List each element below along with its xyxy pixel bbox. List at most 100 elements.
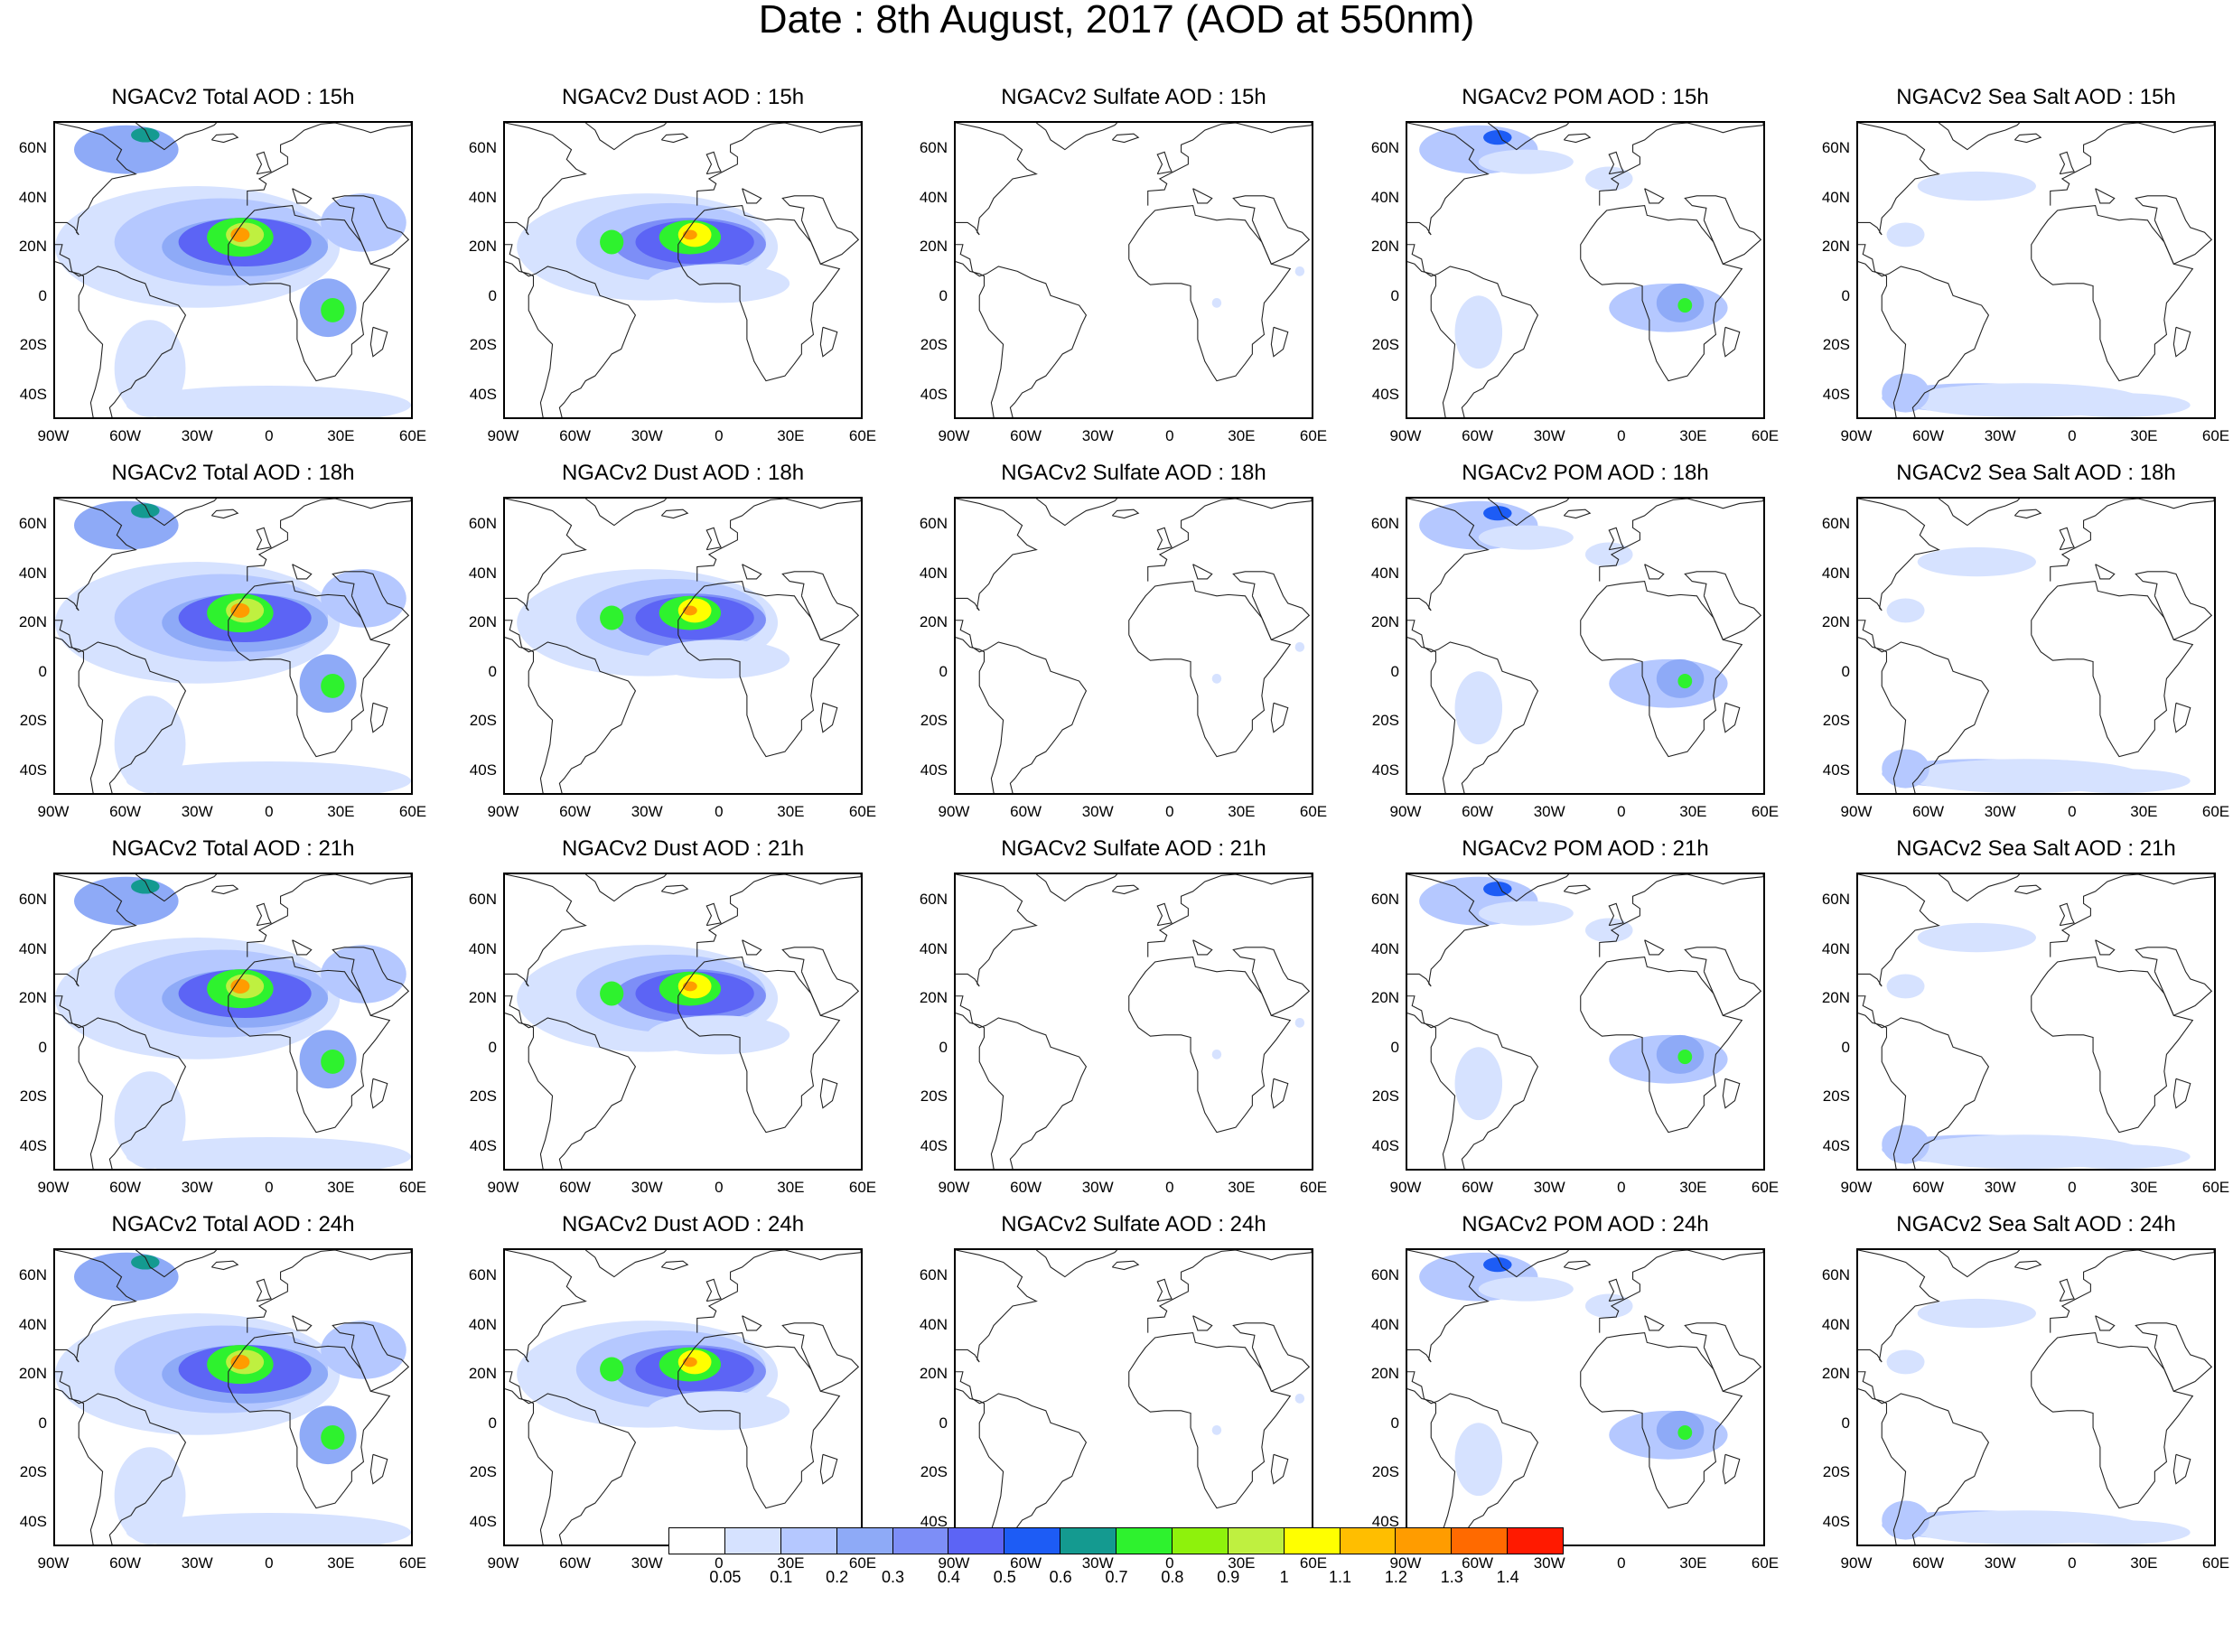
coastline — [1644, 939, 1665, 956]
coastline — [584, 499, 667, 527]
coastline — [1147, 1250, 1312, 1333]
y-tick-label: 20S — [1371, 712, 1399, 730]
x-tick-label: 60W — [1462, 803, 1494, 820]
map-plot — [956, 1250, 1312, 1545]
y-tick-label: 40N — [1821, 939, 1850, 957]
coastline — [677, 580, 841, 758]
panel-title: NGACv2 POM AOD : 24h — [1462, 1212, 1709, 1237]
aod-contour-blob — [1211, 1424, 1222, 1435]
aod-map-sulfate — [954, 497, 1313, 795]
coastline — [819, 326, 838, 358]
coastline — [1938, 1250, 2020, 1278]
aod-map-seasalt — [1856, 1248, 2216, 1546]
aod-contour-blob — [126, 761, 411, 793]
x-tick-label: 60E — [1299, 1554, 1328, 1572]
coastline — [1128, 580, 1292, 758]
aod-contour-blob — [1677, 1424, 1693, 1441]
aod-contour-blob — [2048, 1520, 2191, 1545]
page-title: Date : 8th August, 2017 (AOD at 550nm) — [758, 0, 1475, 42]
coastline — [677, 956, 841, 1134]
x-tick-label: 90W — [1389, 803, 1422, 820]
coastline — [1858, 874, 1940, 987]
aod-contour-blob — [1454, 671, 1503, 745]
coastline — [1599, 123, 1763, 206]
y-tick-label: 40S — [1371, 385, 1399, 403]
y-tick-label: 40N — [468, 564, 497, 582]
coastline — [210, 133, 239, 144]
coastline — [228, 204, 391, 382]
coastline — [1192, 564, 1213, 580]
coastline — [705, 902, 722, 927]
coastline — [660, 884, 689, 895]
coastline — [256, 1278, 272, 1302]
coastline — [332, 195, 410, 266]
aod-contour-blob — [1677, 673, 1693, 689]
aod-contour-blob — [1294, 641, 1305, 652]
aod-contour-blob — [230, 227, 250, 243]
coastline — [2031, 1331, 2194, 1509]
y-tick-label: 20S — [920, 1463, 948, 1481]
aod-map-seasalt — [1856, 121, 2216, 419]
coastline — [584, 874, 667, 902]
coastline — [1580, 580, 1743, 758]
coastline — [781, 947, 860, 1017]
y-tick-label: 60N — [18, 139, 47, 156]
panel-title: NGACv2 Dust AOD : 18h — [561, 461, 805, 485]
coastline — [1111, 133, 1140, 144]
colorbar-swatch — [1507, 1527, 1564, 1554]
coastline — [1407, 1250, 1490, 1363]
x-tick-label: 0 — [1617, 1179, 1626, 1196]
coastline — [210, 509, 239, 519]
coastline — [1644, 188, 1665, 204]
x-tick-label: 0 — [1165, 1179, 1174, 1196]
coastline — [660, 509, 689, 519]
coastline — [210, 884, 239, 895]
colorbar-label: 0.2 — [826, 1568, 849, 1586]
x-tick-label: 60W — [1462, 1554, 1494, 1572]
y-tick-label: 20S — [19, 712, 47, 730]
coastline — [2172, 1078, 2191, 1109]
x-tick-label: 90W — [1389, 1554, 1422, 1572]
y-tick-label: 60N — [468, 515, 497, 532]
y-tick-label: 40S — [469, 1512, 497, 1530]
coastline — [228, 580, 391, 758]
x-tick-label: 30W — [631, 427, 663, 444]
coastline — [2095, 564, 2116, 580]
x-tick-label: 60E — [398, 1554, 427, 1572]
coastline — [2050, 123, 2214, 206]
coastline — [1858, 244, 1990, 417]
y-tick-label: 60N — [1821, 1266, 1850, 1283]
aod-contour-blob — [1294, 1393, 1305, 1404]
map-plot — [55, 123, 411, 417]
y-tick-label: 20N — [18, 1365, 47, 1383]
x-tick-label: 60E — [1751, 1179, 1780, 1196]
aod-contour-blob — [1478, 149, 1574, 174]
x-tick-label: 60W — [109, 427, 142, 444]
coastline — [55, 995, 187, 1169]
coastline — [2095, 1315, 2116, 1331]
coastline — [1487, 499, 1569, 527]
x-tick-label: 60E — [1299, 803, 1328, 820]
coastline — [2135, 947, 2213, 1017]
coastline — [1858, 1371, 1990, 1545]
aod-contour-blob — [1478, 1276, 1574, 1302]
y-tick-label: 40N — [1821, 1315, 1850, 1333]
x-tick-label: 30E — [1679, 1554, 1707, 1572]
coastline — [1858, 1250, 1940, 1363]
x-tick-label: 30W — [1081, 803, 1114, 820]
y-tick-label: 40N — [468, 188, 497, 206]
y-tick-label: 20N — [1821, 1365, 1850, 1383]
x-tick-label: 0 — [2068, 1554, 2077, 1572]
x-tick-label: 90W — [37, 1554, 70, 1572]
aod-contour-blob — [131, 127, 160, 143]
coastline — [247, 123, 411, 206]
aod-contour-blob — [321, 297, 345, 322]
coastline — [2013, 509, 2042, 519]
colorbar-label: 0.9 — [1217, 1568, 1240, 1586]
coastline — [1407, 620, 1539, 793]
colorbar-label: 0.7 — [1105, 1568, 1128, 1586]
panel-title: NGACv2 POM AOD : 18h — [1462, 461, 1709, 485]
x-tick-label: 90W — [487, 1179, 519, 1196]
coastline — [1192, 939, 1213, 956]
y-tick-label: 60N — [468, 1266, 497, 1283]
